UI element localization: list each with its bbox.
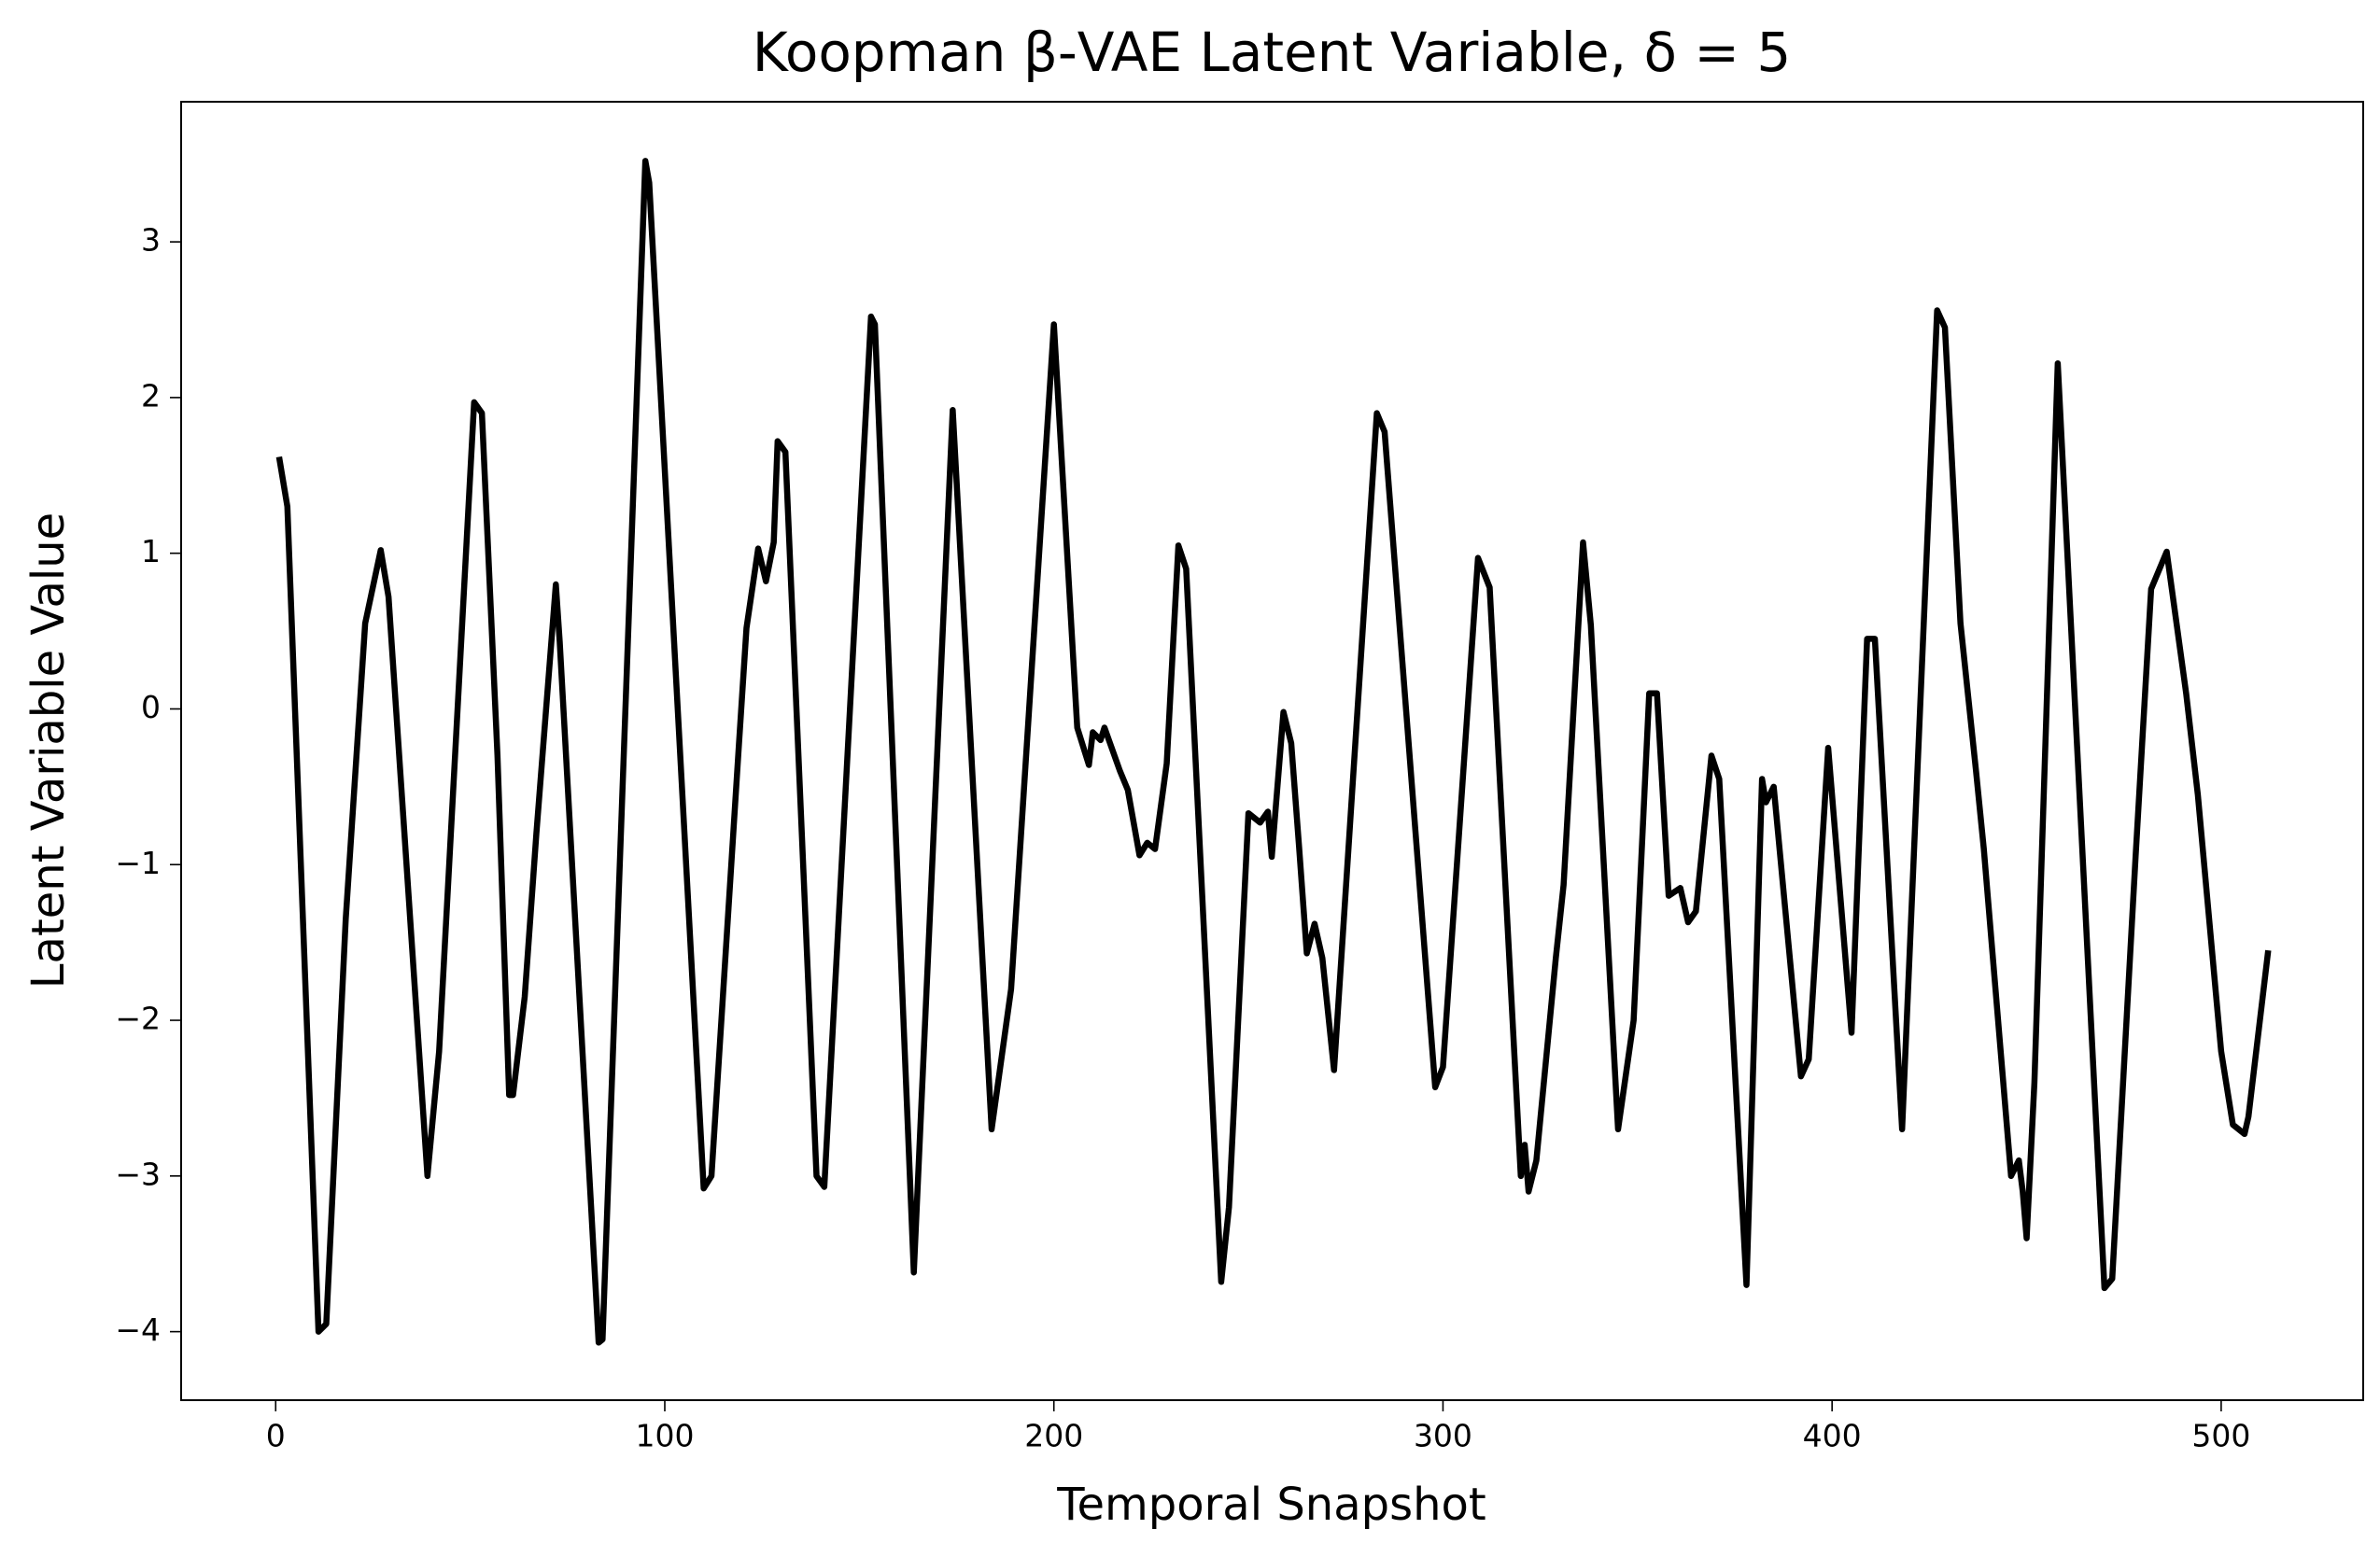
y-tick-label: −3 <box>115 1156 161 1192</box>
chart-title: Koopman β-VAE Latent Variable, δ = 5 <box>753 21 1792 84</box>
x-tick-label: 400 <box>1803 1418 1862 1454</box>
y-tick-label: 2 <box>141 377 161 414</box>
x-tick-label: 500 <box>2191 1418 2250 1454</box>
x-tick-label: 300 <box>1414 1418 1472 1454</box>
x-tick-label: 100 <box>635 1418 694 1454</box>
y-axis-label: Latent Variable Value <box>22 512 75 989</box>
y-tick-label: 1 <box>141 533 161 569</box>
x-tick-label: 0 <box>266 1418 286 1454</box>
y-tick-label: −1 <box>115 845 161 881</box>
x-axis-label: Temporal Snapshot <box>1056 1479 1486 1531</box>
y-tick-label: 0 <box>141 689 161 725</box>
plot-frame <box>180 101 2364 1401</box>
data-line <box>275 158 2272 1346</box>
y-tick-label: −4 <box>115 1312 161 1348</box>
y-tick-label: −2 <box>115 1001 161 1037</box>
x-tick-label: 200 <box>1024 1418 1083 1454</box>
y-tick-label: 3 <box>141 222 161 259</box>
